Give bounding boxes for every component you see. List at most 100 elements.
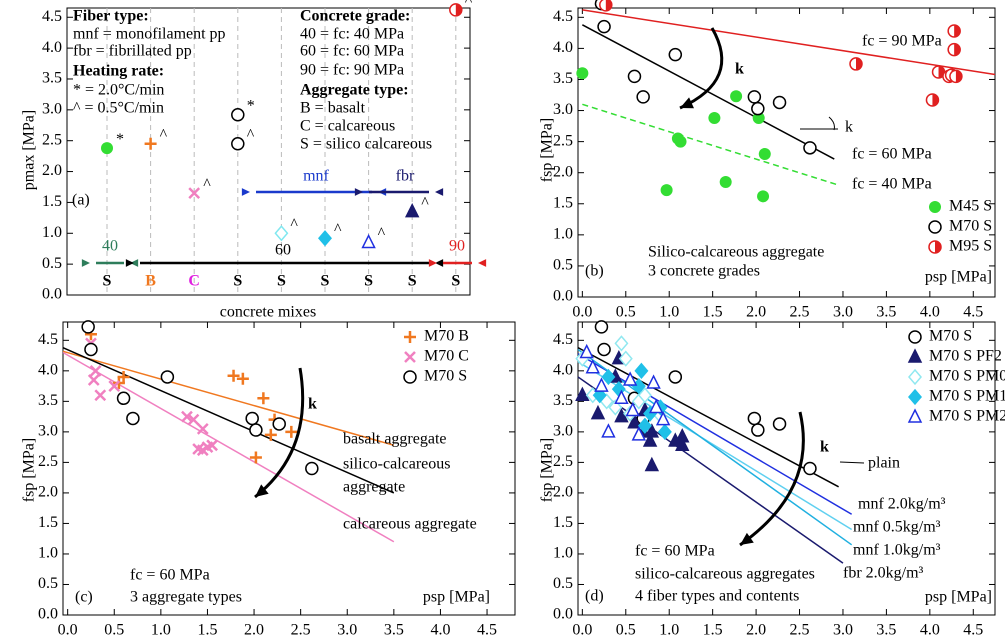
fit-line bbox=[577, 376, 844, 564]
legend-note: C = calcareous bbox=[300, 118, 395, 135]
heating-note: ^ bbox=[290, 216, 298, 233]
point bbox=[274, 225, 289, 242]
y-tick-label: 2.0 bbox=[38, 484, 58, 501]
plot-frame bbox=[66, 7, 471, 296]
point bbox=[660, 184, 673, 197]
x-tick-label: S bbox=[364, 273, 373, 290]
fit-line bbox=[577, 346, 839, 488]
point bbox=[618, 350, 633, 367]
point bbox=[231, 108, 245, 122]
point bbox=[644, 423, 660, 438]
fit-label: fc = 90 MPa bbox=[862, 33, 942, 50]
x-axis-label: psp [MPa] bbox=[423, 589, 490, 606]
annotation: k bbox=[735, 61, 744, 78]
point bbox=[614, 335, 629, 352]
point bbox=[117, 370, 130, 383]
fit-label: aggregate bbox=[343, 479, 405, 496]
y-tick-label: 3.0 bbox=[553, 423, 573, 440]
x-tick-label: 0.5 bbox=[616, 622, 636, 639]
legend-label: M70 S bbox=[424, 368, 467, 385]
x-axis-label: psp [MPa] bbox=[925, 269, 992, 286]
group-label: 60 bbox=[275, 242, 291, 259]
point bbox=[272, 417, 286, 431]
annotation: silico-calcareous aggregates bbox=[635, 566, 815, 583]
point bbox=[947, 24, 961, 38]
point bbox=[747, 411, 762, 426]
legend-note: B = basalt bbox=[300, 100, 366, 117]
annotation: 4 fiber types and contents bbox=[635, 588, 799, 605]
point bbox=[648, 398, 664, 414]
arrow-head bbox=[680, 97, 694, 109]
y-tick-label: 3.0 bbox=[553, 101, 573, 118]
y-tick-label: 1.5 bbox=[553, 194, 573, 211]
fit-label: fc = 40 MPa bbox=[852, 176, 932, 193]
legend-note: 90 = fc: 90 MPa bbox=[300, 62, 404, 79]
y-tick-label: 4.5 bbox=[553, 331, 573, 348]
x-tick-label: 4.5 bbox=[477, 622, 497, 639]
point bbox=[187, 413, 200, 426]
panel-label: (a) bbox=[72, 192, 90, 209]
group-label: 90 bbox=[449, 238, 465, 255]
fit-line bbox=[582, 103, 839, 186]
fit-label: calcareous aggregate bbox=[343, 516, 477, 533]
y-tick-label: 0.0 bbox=[38, 606, 58, 623]
arrow-head bbox=[81, 259, 90, 267]
trend-arrow bbox=[679, 27, 724, 110]
x-tick-label: S bbox=[103, 273, 112, 290]
y-axis-label: fsp [MPa] bbox=[21, 438, 38, 502]
legend-marker bbox=[907, 348, 923, 363]
y-tick-label: 0.0 bbox=[553, 288, 573, 305]
point bbox=[597, 342, 611, 357]
x-tick-label: 4.0 bbox=[920, 304, 940, 321]
point bbox=[449, 3, 463, 17]
point bbox=[646, 374, 661, 389]
arrow-head bbox=[354, 188, 363, 196]
x-tick-label: 4.5 bbox=[963, 304, 983, 321]
x-tick-label: S bbox=[233, 273, 242, 290]
point bbox=[631, 426, 647, 441]
legend-label: M70 S bbox=[949, 218, 992, 235]
fit-label: plain bbox=[868, 455, 900, 472]
point bbox=[758, 148, 771, 161]
y-tick-label: 3.0 bbox=[42, 101, 62, 118]
point bbox=[116, 391, 131, 406]
annotation: k bbox=[308, 396, 317, 413]
point bbox=[601, 423, 616, 438]
point bbox=[575, 386, 590, 401]
fit-label: fbr 2.0kg/m³ bbox=[843, 565, 924, 582]
y-tick-label: 4.5 bbox=[38, 331, 58, 348]
x-tick-label: 4.0 bbox=[430, 622, 450, 639]
point bbox=[84, 342, 98, 357]
y-tick-label: 2.5 bbox=[38, 453, 58, 470]
x-tick-label: 2.5 bbox=[291, 622, 311, 639]
fit-label: mnf 2.0kg/m³ bbox=[858, 496, 946, 513]
point bbox=[597, 19, 611, 34]
point bbox=[236, 372, 249, 385]
point bbox=[747, 90, 762, 104]
point bbox=[285, 425, 298, 438]
point bbox=[772, 95, 787, 110]
legend-note: ^ = 0.5°C/min bbox=[73, 100, 164, 117]
point bbox=[87, 374, 100, 386]
heating-note: ^ bbox=[247, 126, 255, 143]
x-tick-label: 3.5 bbox=[876, 304, 896, 321]
x-tick-label: S bbox=[408, 273, 417, 290]
legend-marker bbox=[928, 220, 942, 234]
point bbox=[318, 230, 332, 247]
x-tick-label: 2.0 bbox=[746, 622, 766, 639]
x-axis-label: concrete mixes bbox=[220, 304, 316, 321]
heating-note: * bbox=[116, 131, 124, 148]
x-tick-label: 2.0 bbox=[746, 304, 766, 321]
point-half bbox=[955, 70, 962, 83]
arrow-head bbox=[740, 532, 754, 545]
legend-note: * = 2.0°C/min bbox=[73, 82, 164, 99]
point bbox=[579, 343, 594, 359]
point bbox=[751, 423, 765, 437]
point bbox=[305, 461, 319, 476]
group-label: fbr bbox=[396, 168, 415, 185]
heating-note: ^ bbox=[378, 225, 386, 242]
point bbox=[849, 57, 863, 71]
y-tick-label: 0.5 bbox=[553, 257, 573, 274]
point bbox=[730, 90, 743, 103]
